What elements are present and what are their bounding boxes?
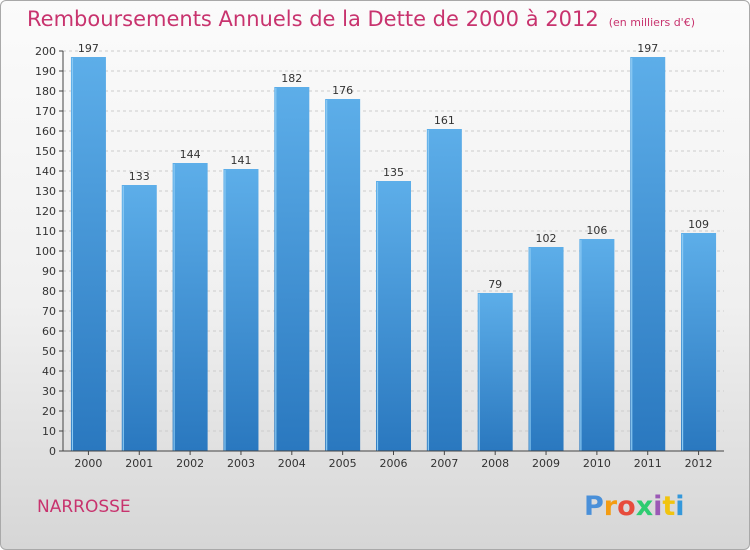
bar-2007	[426, 129, 462, 451]
bar-value-label: 106	[586, 224, 607, 237]
bar-2004	[274, 87, 310, 451]
logo-letter: x	[635, 491, 654, 522]
y-tick-label: 60	[42, 325, 56, 338]
bar-value-label: 144	[180, 148, 201, 161]
y-tick-label: 120	[35, 205, 56, 218]
bars: 197 133 144 141 182 176 135 161 79 102 106 197 109	[70, 42, 717, 451]
logo-letter: i	[653, 491, 663, 522]
bar-2008	[477, 293, 513, 451]
y-tick-label: 20	[42, 405, 56, 418]
chart-title-text: Remboursements Annuels de la Dette de 20…	[27, 7, 599, 31]
y-tick-label: 130	[35, 185, 56, 198]
y-tick-label: 180	[35, 85, 56, 98]
y-tick-label: 100	[35, 245, 56, 258]
x-tick-label: 2003	[227, 457, 255, 470]
commune-name: NARROSSE	[37, 497, 131, 517]
y-tick-label: 50	[42, 345, 56, 358]
y-tick-label: 10	[42, 425, 56, 438]
logo-letter: o	[617, 491, 636, 522]
x-tick-label: 2006	[380, 457, 408, 470]
y-tick-label: 110	[35, 225, 56, 238]
x-tick-label: 2011	[634, 457, 662, 470]
bar-value-label: 161	[434, 114, 455, 127]
bar-value-label: 135	[383, 166, 404, 179]
bar-value-label: 176	[332, 84, 353, 97]
bar-value-label: 197	[78, 42, 99, 55]
bar-value-label: 133	[129, 170, 150, 183]
bar-2002	[172, 163, 208, 451]
proxiti-logo[interactable]: Proxiti	[584, 491, 685, 522]
y-tick-label: 70	[42, 305, 56, 318]
logo-letter: r	[603, 491, 618, 522]
bar-value-label: 102	[536, 232, 557, 245]
x-tick-label: 2002	[176, 457, 204, 470]
y-tick-label: 40	[42, 365, 56, 378]
bar-value-label: 109	[688, 218, 709, 231]
bar-2011	[630, 57, 666, 451]
y-tick-label: 140	[35, 165, 56, 178]
y-tick-label: 160	[35, 125, 56, 138]
x-tick-label: 2005	[329, 457, 357, 470]
logo-letter: P	[584, 491, 604, 522]
bar-2012	[681, 233, 717, 451]
chart-title: Remboursements Annuels de la Dette de 20…	[27, 7, 695, 31]
y-tick-label: 150	[35, 145, 56, 158]
x-tick-label: 2012	[685, 457, 713, 470]
bar-2003	[223, 169, 259, 451]
x-tick-label: 2008	[481, 457, 509, 470]
bar-value-label: 141	[230, 154, 251, 167]
bar-value-label: 182	[281, 72, 302, 85]
x-tick-label: 2010	[583, 457, 611, 470]
x-tick-label: 2000	[74, 457, 102, 470]
bar-value-label: 197	[637, 42, 658, 55]
bar-2006	[376, 181, 411, 451]
axes: 0 10 20 30 40 50 60 70 80 90 100 110 120 130 140 150 160…	[35, 45, 724, 470]
x-tick-label: 2001	[125, 457, 153, 470]
chart-subtitle: (en milliers d'€)	[608, 16, 695, 29]
bar-2000	[70, 57, 106, 451]
x-tick-label: 2007	[430, 457, 458, 470]
x-tick-label: 2004	[278, 457, 306, 470]
y-tick-label: 90	[42, 265, 56, 278]
bar-2005	[325, 99, 361, 451]
bar-value-label: 79	[488, 278, 502, 291]
y-tick-label: 200	[35, 45, 56, 58]
logo-letter: i	[675, 491, 685, 522]
y-tick-label: 80	[42, 285, 56, 298]
y-tick-label: 30	[42, 385, 56, 398]
bar-2009	[528, 247, 564, 451]
y-tick-label: 170	[35, 105, 56, 118]
x-tick-label: 2009	[532, 457, 560, 470]
y-tick-label: 190	[35, 65, 56, 78]
bar-2001	[121, 185, 157, 451]
y-tick-label: 0	[49, 445, 56, 458]
logo-letter: t	[662, 491, 676, 522]
bar-2010	[579, 239, 615, 451]
